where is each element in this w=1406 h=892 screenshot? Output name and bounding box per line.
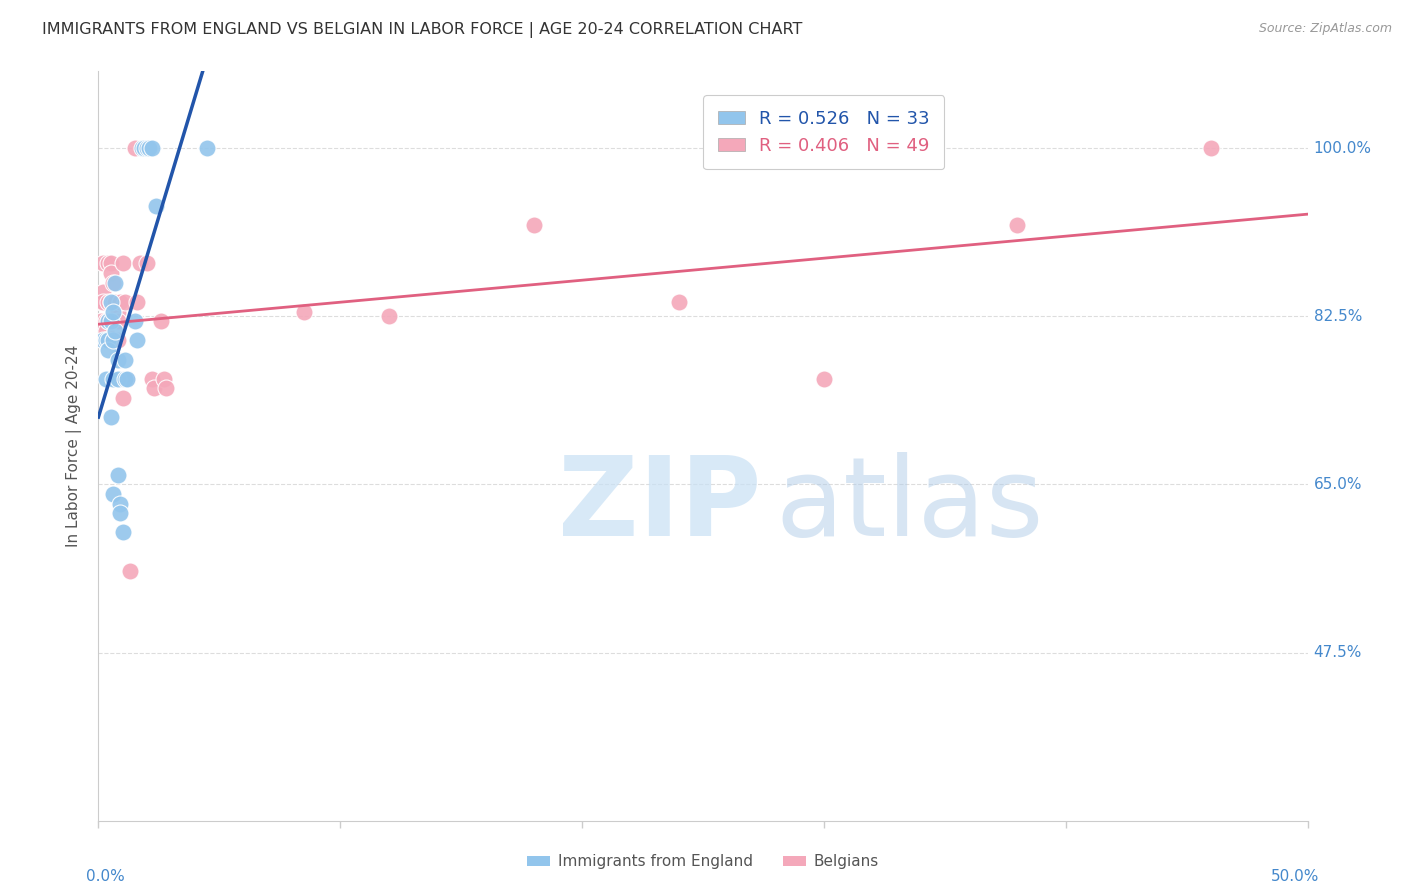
Point — [101, 334, 124, 348]
Point — [101, 314, 124, 328]
Point — [145, 199, 167, 213]
Point — [97, 314, 120, 328]
Point — [100, 410, 122, 425]
Point — [97, 294, 120, 309]
Point — [104, 294, 127, 309]
Point — [101, 304, 124, 318]
Point — [107, 334, 129, 348]
Point — [100, 266, 122, 280]
Point — [1007, 218, 1029, 232]
Point — [108, 372, 131, 386]
Point — [94, 334, 117, 348]
Point — [124, 314, 146, 328]
Point — [97, 314, 120, 328]
Point — [111, 372, 134, 386]
Point — [117, 372, 139, 386]
Point — [101, 487, 124, 501]
Point — [108, 497, 131, 511]
Point — [111, 256, 134, 270]
Point — [108, 294, 131, 309]
Point — [104, 314, 127, 328]
Point — [135, 141, 157, 155]
Point — [104, 324, 127, 338]
Point — [100, 294, 122, 309]
Point — [1199, 141, 1222, 155]
Point — [100, 256, 122, 270]
Point — [107, 352, 129, 367]
Y-axis label: In Labor Force | Age 20-24: In Labor Force | Age 20-24 — [66, 345, 83, 547]
Text: ZIP: ZIP — [558, 452, 761, 559]
Point — [91, 334, 114, 348]
Point — [107, 372, 129, 386]
Text: 65.0%: 65.0% — [1313, 477, 1362, 491]
Point — [91, 334, 114, 348]
Point — [128, 256, 150, 270]
Point — [150, 314, 173, 328]
Point — [94, 324, 117, 338]
Point — [118, 564, 141, 578]
Point — [101, 294, 124, 309]
Point — [138, 141, 160, 155]
Point — [91, 285, 114, 300]
Point — [155, 381, 177, 395]
Point — [91, 294, 114, 309]
Point — [135, 256, 157, 270]
Point — [377, 310, 399, 324]
Text: IMMIGRANTS FROM ENGLAND VS BELGIAN IN LABOR FORCE | AGE 20-24 CORRELATION CHART: IMMIGRANTS FROM ENGLAND VS BELGIAN IN LA… — [42, 22, 803, 38]
Point — [114, 372, 136, 386]
Point — [292, 304, 315, 318]
Point — [107, 304, 129, 318]
Point — [94, 314, 117, 328]
Point — [114, 294, 136, 309]
Point — [90, 314, 112, 328]
Point — [97, 334, 120, 348]
Point — [104, 276, 127, 290]
Text: 100.0%: 100.0% — [1313, 141, 1372, 156]
Point — [90, 294, 112, 309]
Point — [117, 372, 139, 386]
Point — [94, 334, 117, 348]
Point — [127, 334, 149, 348]
Point — [141, 141, 163, 155]
Point — [143, 381, 166, 395]
Point — [91, 256, 114, 270]
Point — [813, 372, 835, 386]
Point — [195, 141, 218, 155]
Point — [668, 294, 690, 309]
Point — [111, 391, 134, 405]
Text: atlas: atlas — [776, 452, 1045, 559]
Point — [100, 314, 122, 328]
Point — [131, 141, 153, 155]
Legend: R = 0.526   N = 33, R = 0.406   N = 49: R = 0.526 N = 33, R = 0.406 N = 49 — [703, 95, 945, 169]
Point — [134, 141, 156, 155]
Point — [100, 294, 122, 309]
Point — [100, 314, 122, 328]
Point — [114, 352, 136, 367]
Point — [127, 294, 149, 309]
Point — [97, 343, 120, 357]
Text: 50.0%: 50.0% — [1271, 869, 1320, 884]
Point — [107, 467, 129, 482]
Point — [97, 256, 120, 270]
Text: 82.5%: 82.5% — [1313, 309, 1362, 324]
Point — [152, 372, 174, 386]
Point — [124, 141, 146, 155]
Point — [107, 314, 129, 328]
Point — [101, 372, 124, 386]
Text: 47.5%: 47.5% — [1313, 645, 1362, 660]
Legend: Immigrants from England, Belgians: Immigrants from England, Belgians — [522, 848, 884, 875]
Text: 0.0%: 0.0% — [86, 869, 125, 884]
Point — [101, 276, 124, 290]
Point — [141, 372, 163, 386]
Point — [94, 372, 117, 386]
Text: Source: ZipAtlas.com: Source: ZipAtlas.com — [1258, 22, 1392, 36]
Point — [108, 506, 131, 520]
Point — [523, 218, 546, 232]
Point — [97, 334, 120, 348]
Point — [111, 525, 134, 540]
